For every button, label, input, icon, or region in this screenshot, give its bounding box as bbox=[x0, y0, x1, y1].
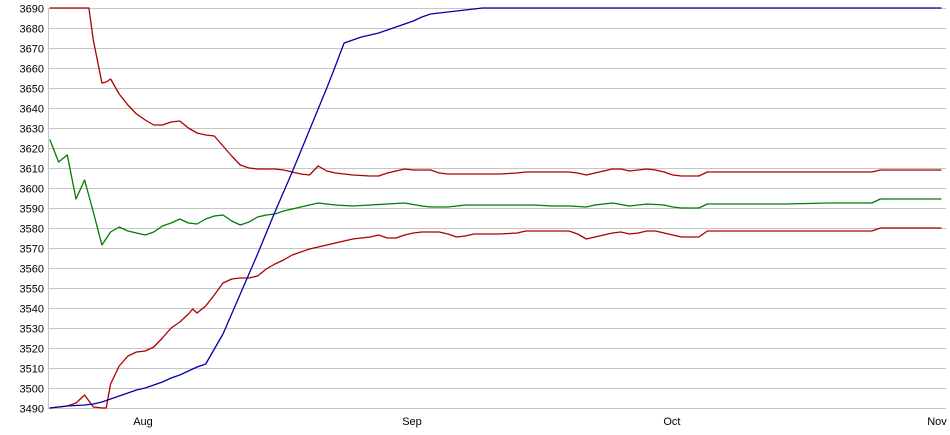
y-axis-tick-label: 3590 bbox=[20, 204, 44, 216]
x-axis-month-label: Sep bbox=[402, 416, 422, 428]
y-axis-tick-label: 3600 bbox=[20, 184, 44, 196]
y-axis-tick-label: 3680 bbox=[20, 24, 44, 36]
y-axis-tick-label: 3580 bbox=[20, 224, 44, 236]
x-axis-month-label: Nov bbox=[927, 416, 947, 428]
y-axis-tick-label: 3620 bbox=[20, 144, 44, 156]
y-axis-tick-label: 3610 bbox=[20, 164, 44, 176]
y-axis-tick-label: 3490 bbox=[20, 404, 44, 416]
y-axis-tick-label: 3570 bbox=[20, 244, 44, 256]
y-axis-tick-label: 3540 bbox=[20, 304, 44, 316]
series-upper-bound-red bbox=[49, 7, 942, 177]
y-axis-tick-label: 3670 bbox=[20, 44, 44, 56]
y-axis-tick-label: 3530 bbox=[20, 324, 44, 336]
y-axis-tick-label: 3500 bbox=[20, 384, 44, 396]
series-green-mid bbox=[49, 139, 942, 246]
y-axis-tick-label: 3550 bbox=[20, 284, 44, 296]
x-axis-month-label: Oct bbox=[663, 416, 680, 428]
series-blue-rising bbox=[49, 7, 942, 409]
y-axis-tick-label: 3560 bbox=[20, 264, 44, 276]
y-axis-tick-label: 3650 bbox=[20, 84, 44, 96]
y-axis-tick-label: 3640 bbox=[20, 104, 44, 116]
y-axis-tick-label: 3510 bbox=[20, 364, 44, 376]
y-axis-tick-label: 3630 bbox=[20, 124, 44, 136]
y-axis-tick-label: 3520 bbox=[20, 344, 44, 356]
y-axis-tick-label: 3690 bbox=[20, 4, 44, 16]
x-axis-month-label: Aug bbox=[133, 416, 153, 428]
y-axis-tick-label: 3660 bbox=[20, 64, 44, 76]
series-lower-bound-red bbox=[49, 227, 942, 409]
